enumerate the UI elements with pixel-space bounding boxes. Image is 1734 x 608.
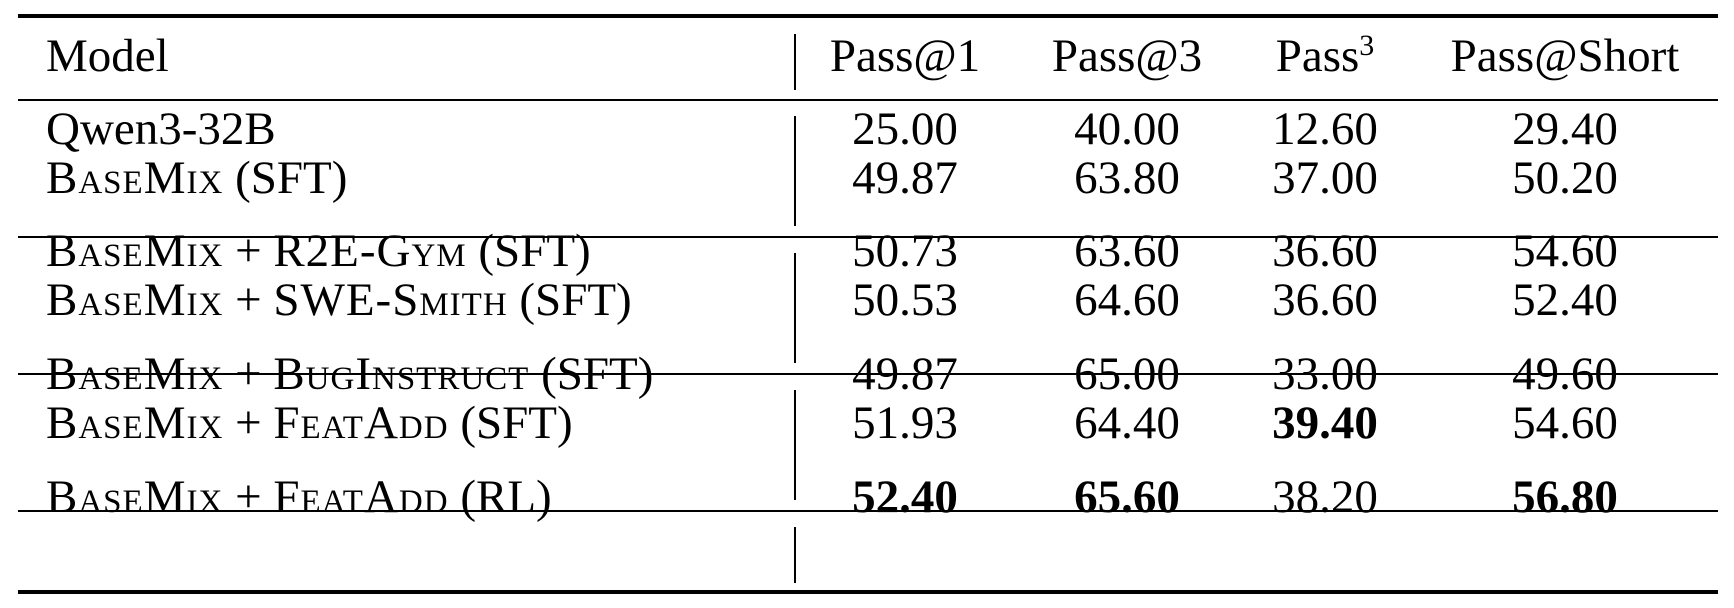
row-5-pass-short: 49.60: [1512, 348, 1618, 400]
row-1-pass-short: 29.40: [1512, 103, 1618, 155]
row-3-pass1: 50.73: [852, 225, 958, 277]
header-model: Model: [46, 30, 169, 82]
row-2-pass1: 49.87: [852, 152, 958, 204]
row-5-pass3: 65.00: [1074, 348, 1180, 400]
row-7-pass-short: 56.80: [1512, 471, 1618, 523]
row-6-pass-cubed: 39.40: [1272, 397, 1378, 449]
row-5-model: BaseMix + BugInstruct (SFT): [46, 346, 653, 402]
top-rule: [18, 14, 1718, 18]
row-3-pass3: 63.60: [1074, 225, 1180, 277]
header-pass-cubed-exp: 3: [1359, 29, 1375, 62]
row-7-model: BaseMix + FeatAdd (RL): [46, 469, 552, 525]
header-pass1: Pass@1: [829, 30, 981, 82]
row-7-model-part: (RL): [448, 471, 552, 523]
row-2-pass-cubed: 37.00: [1272, 152, 1378, 204]
vsep-group-4: [794, 527, 796, 583]
row-7-pass3: 65.60: [1074, 471, 1180, 523]
row-5-model-part: (SFT): [529, 348, 654, 400]
row-4-model: BaseMix + SWE-Smith (SFT): [46, 272, 632, 328]
row-3-pass-cubed: 36.60: [1272, 225, 1378, 277]
row-1-pass-cubed: 12.60: [1272, 103, 1378, 155]
header-pass-cubed: Pass3: [1276, 28, 1375, 84]
row-3-model-part: BaseMix: [46, 225, 224, 277]
header-pass-short: Pass@Short: [1450, 30, 1680, 82]
row-1-model: Qwen3-32B: [46, 101, 276, 157]
row-5-pass1: 49.87: [852, 348, 958, 400]
row-4-model-part: BaseMix: [46, 274, 224, 326]
row-5-model-part: BaseMix: [46, 348, 224, 400]
row-2-model-part: BaseMix: [46, 152, 224, 204]
row-4-model-part: +: [223, 274, 274, 326]
row-3-model: BaseMix + R2E-Gym (SFT): [46, 223, 591, 279]
row-6-pass-short: 54.60: [1512, 397, 1618, 449]
header-pass-cubed-base: Pass: [1275, 30, 1360, 82]
row-7-model-part: +: [223, 471, 274, 523]
row-4-pass-short: 52.40: [1512, 274, 1618, 326]
row-7-pass1: 52.40: [852, 471, 958, 523]
row-5-model-part: +: [223, 348, 274, 400]
row-3-model-part: (SFT): [466, 225, 591, 277]
row-6-model-part: FeatAdd: [273, 397, 449, 449]
row-5-model-part: BugInstruct: [273, 348, 530, 400]
vsep-group-1: [794, 116, 796, 226]
vsep-group-2: [794, 253, 796, 363]
row-3-model-part: +: [223, 225, 274, 277]
row-1-pass3: 40.00: [1074, 103, 1180, 155]
row-4-pass-cubed: 36.60: [1272, 274, 1378, 326]
header-pass3: Pass@3: [1051, 30, 1203, 82]
row-6-model-part: +: [223, 397, 274, 449]
row-3-model-part: R2E-Gym: [273, 225, 467, 277]
row-5-pass-cubed: 33.00: [1272, 348, 1378, 400]
row-2-pass-short: 50.20: [1512, 152, 1618, 204]
row-4-model-part: (SFT): [507, 274, 632, 326]
row-7-model-part: FeatAdd: [273, 471, 449, 523]
row-4-model-part: SWE-Smith: [273, 274, 508, 326]
row-2-model: BaseMix (SFT): [46, 150, 347, 206]
bottom-rule: [18, 590, 1718, 594]
group-rule-2: [18, 373, 1718, 375]
row-6-pass1: 51.93: [852, 397, 958, 449]
row-7-model-part: BaseMix: [46, 471, 224, 523]
group-rule-1: [18, 236, 1718, 238]
group-rule-3: [18, 510, 1718, 512]
row-7-pass-cubed: 38.20: [1272, 471, 1378, 523]
vsep-group-3: [794, 390, 796, 500]
row-2-model-part: (SFT): [223, 152, 348, 204]
row-1-pass1: 25.00: [852, 103, 958, 155]
row-4-pass3: 64.60: [1074, 274, 1180, 326]
row-1-model-part: Qwen3-32B: [46, 103, 276, 155]
header-rule: [18, 99, 1718, 101]
row-4-pass1: 50.53: [852, 274, 958, 326]
row-6-model-part: (SFT): [448, 397, 573, 449]
row-2-pass3: 63.80: [1074, 152, 1180, 204]
row-3-pass-short: 54.60: [1512, 225, 1618, 277]
vsep-header: [794, 34, 796, 90]
row-6-model-part: BaseMix: [46, 397, 224, 449]
row-6-pass3: 64.40: [1074, 397, 1180, 449]
row-6-model: BaseMix + FeatAdd (SFT): [46, 395, 573, 451]
